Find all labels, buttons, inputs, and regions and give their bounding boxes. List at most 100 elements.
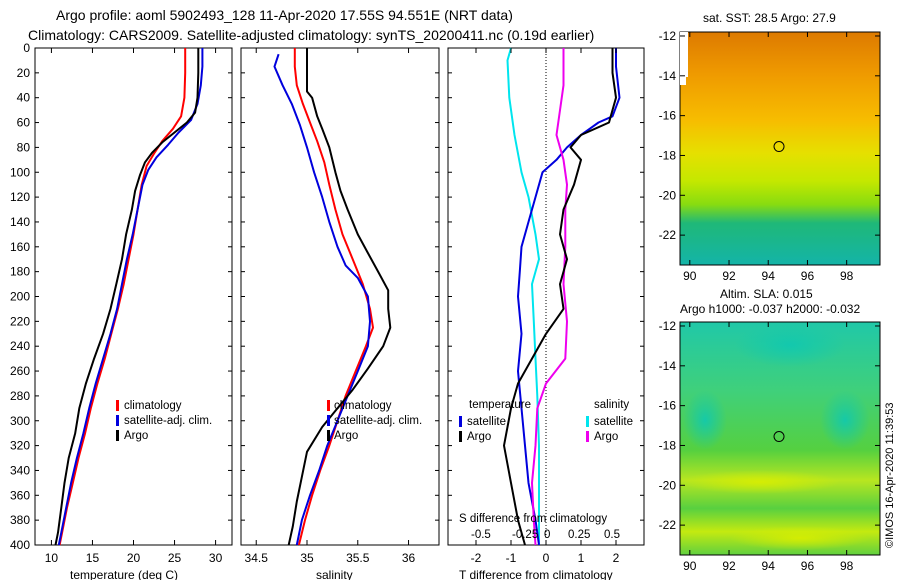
legend-label-climatology: climatology	[334, 400, 392, 412]
secondary-tick: 0.5	[604, 529, 620, 541]
sla-map-subtitle: Argo h1000: -0.037 h2000: -0.032	[680, 302, 860, 316]
x-tick-label: 98	[840, 269, 854, 283]
temperature-xlabel: temperature (deg C)	[70, 568, 178, 580]
legend-label-satellite: satellite-adj. clim.	[124, 415, 212, 427]
sla-high-patch	[820, 390, 870, 450]
y-tick-label: 140	[10, 215, 30, 229]
x-tick-label: 10	[45, 551, 59, 565]
sst-map-frame	[679, 31, 881, 266]
temperature-diff-legend: temperature satellite Argo	[459, 399, 531, 443]
temperature-x-ticks: 10 15 20 25 30	[45, 551, 223, 565]
y-tick-label: -18	[659, 148, 677, 162]
y-tick-label: 40	[17, 91, 31, 105]
x-tick-label: 96	[801, 559, 815, 573]
series-line-climatology	[58, 48, 187, 546]
legend-swatch-argo	[116, 430, 119, 441]
sst-map-title: sat. SST: 28.5 Argo: 27.9	[703, 11, 836, 25]
x-tick-label: 15	[86, 551, 100, 565]
y-tick-label: 380	[10, 513, 30, 527]
x-tick-label: 35.5	[346, 551, 370, 565]
x-tick-label: 92	[722, 269, 736, 283]
y-tick-label: -20	[659, 188, 677, 202]
y-tick-label: -22	[659, 228, 677, 242]
y-tick-label: -16	[659, 109, 677, 123]
series-line-salinity-satellite	[531, 48, 568, 546]
legend-swatch-argo	[459, 431, 462, 442]
legend-label-argo: Argo	[594, 431, 618, 443]
x-tick-label: 2	[613, 551, 620, 565]
series-line-temperature-argo	[517, 48, 621, 546]
sla-map-title: Altim. SLA: 0.015	[720, 287, 813, 301]
x-tick-label: 35	[300, 551, 314, 565]
y-tick-label: 0	[23, 41, 30, 55]
legend-title-salinity: salinity	[594, 399, 629, 411]
y-tick-label: -14	[659, 69, 677, 83]
y-tick-label: 20	[17, 66, 31, 80]
sla-high-patch	[735, 323, 845, 367]
difference-panel: -2 -1 0 1 2 S difference from climatology -0…	[447, 47, 645, 580]
x-tick-label: -1	[506, 551, 517, 565]
x-tick-label: -2	[471, 551, 482, 565]
x-tick-label: 90	[683, 269, 697, 283]
sst-land-mask	[680, 77, 686, 85]
y-tick-label: 60	[17, 116, 31, 130]
y-tick-label: 400	[10, 538, 30, 552]
legend-swatch-satellite	[116, 415, 119, 426]
secondary-x-ticks: -0.5 -0.25 0 0.25 0.5	[471, 529, 620, 541]
s-difference-label: S difference from climatology	[459, 513, 607, 525]
float-position-marker	[773, 431, 785, 443]
sst-map: sat. SST: 28.5 Argo: 27.9 -12 -14 -16 -18 -2…	[659, 11, 881, 283]
y-tick-label: 320	[10, 439, 30, 453]
legend-swatch-argo	[586, 431, 589, 442]
x-tick-label: 90	[683, 559, 697, 573]
x-tick-label: 96	[801, 269, 815, 283]
series-line-temperature-satellite	[506, 47, 540, 545]
title-line-1: Argo profile: aoml 5902493_128 11-Apr-20…	[56, 7, 513, 23]
salinity-x-ticks: 34.5 35 35.5 36	[245, 551, 416, 565]
salinity-panel: 34.5 35 35.5 36 salinity climatology satell…	[240, 47, 440, 580]
sst-x-ticks: 90 92 94 96 98	[683, 32, 854, 283]
series-line-argo	[54, 48, 200, 546]
salinity-series	[273, 48, 392, 546]
x-tick-label: 20	[127, 551, 141, 565]
difference-series	[503, 47, 621, 546]
y-tick-label: -12	[659, 319, 677, 333]
title-line-2: Climatology: CARS2009. Satellite-adjuste…	[28, 27, 594, 43]
difference-x-ticks: -2 -1 0 1 2	[471, 551, 620, 565]
y-tick-label: -14	[659, 359, 677, 373]
legend-label-satellite: satellite	[594, 416, 633, 428]
y-tick-label: -18	[659, 438, 677, 452]
secondary-tick: 0.25	[568, 529, 590, 541]
legend-swatch-argo	[327, 430, 330, 441]
sla-map-frame	[679, 321, 881, 556]
salinity-axes-frame	[240, 47, 440, 546]
series-line-satellite-adj-clim-	[273, 53, 371, 546]
legend-swatch-satellite	[586, 416, 589, 427]
sla-low-patch	[730, 526, 870, 550]
legend-label-satellite: satellite	[467, 416, 506, 428]
secondary-tick: -0.25	[512, 529, 538, 541]
y-tick-label: 280	[10, 389, 30, 403]
temperature-axes-frame	[34, 47, 233, 546]
sla-high-patch	[683, 390, 727, 450]
legend-label-satellite: satellite-adj. clim.	[334, 415, 422, 427]
x-tick-label: 25	[168, 551, 182, 565]
x-tick-label: 98	[840, 559, 854, 573]
sst-field	[680, 32, 880, 265]
legend-label-argo: Argo	[467, 431, 491, 443]
x-tick-label: 34.5	[245, 551, 269, 565]
sla-map: Altim. SLA: 0.015 Argo h1000: -0.037 h20…	[659, 287, 881, 573]
y-tick-label: 160	[10, 240, 30, 254]
y-tick-label: 120	[10, 190, 30, 204]
y-tick-label: 200	[10, 290, 30, 304]
x-tick-label: 36	[402, 551, 416, 565]
temperature-panel: 0 20 40 60 80 100 120 140 160 180 200 220 240 260 280 3…	[10, 41, 233, 580]
x-tick-label: 94	[762, 269, 776, 283]
x-tick-label: 94	[762, 559, 776, 573]
sla-low-patch	[680, 470, 840, 494]
temperature-y-ticks: 0 20 40 60 80 100 120 140 160 180 200 220 240 260 280 3…	[10, 41, 30, 552]
secondary-tick: -0.5	[471, 529, 491, 541]
y-tick-label: 360	[10, 488, 30, 502]
salinity-legend: climatology satellite-adj. clim. Argo	[327, 400, 422, 442]
